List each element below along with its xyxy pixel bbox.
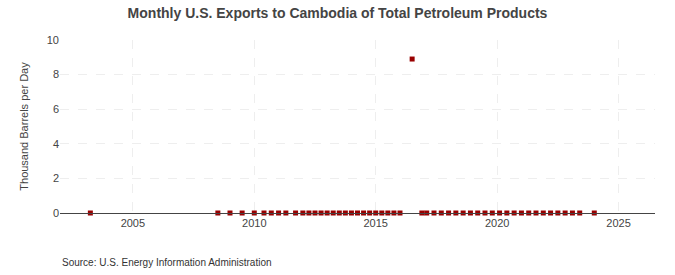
- svg-text:Thousand Barrels per Day: Thousand Barrels per Day: [18, 62, 30, 191]
- svg-text:2010: 2010: [242, 217, 266, 229]
- svg-text:6: 6: [53, 103, 59, 115]
- svg-text:2: 2: [53, 172, 59, 184]
- svg-text:Source: U.S. Energy Informatio: Source: U.S. Energy Information Administ…: [62, 257, 272, 268]
- svg-text:2015: 2015: [363, 217, 387, 229]
- svg-text:8: 8: [53, 68, 59, 80]
- svg-text:2025: 2025: [606, 217, 630, 229]
- svg-text:4: 4: [53, 138, 59, 150]
- svg-text:2005: 2005: [121, 217, 145, 229]
- svg-text:10: 10: [47, 34, 59, 46]
- svg-text:Monthly U.S. Exports to Cambod: Monthly U.S. Exports to Cambodia of Tota…: [128, 5, 548, 21]
- svg-text:0: 0: [53, 207, 59, 219]
- svg-text:2020: 2020: [485, 217, 509, 229]
